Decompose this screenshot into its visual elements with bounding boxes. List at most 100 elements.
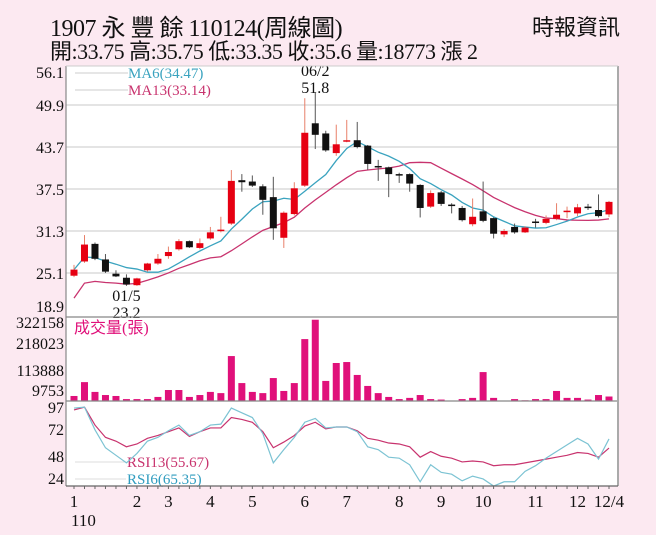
candle-up (563, 210, 571, 213)
candle-up (133, 278, 141, 286)
data-source: 時報資訊 (531, 15, 620, 40)
volume-bar (406, 397, 414, 401)
volume-bar (374, 393, 382, 401)
candle-down (490, 218, 498, 234)
volume-tick-label: 113888 (17, 363, 64, 380)
volume-bar (238, 383, 246, 401)
volume-bar (322, 380, 330, 401)
candle-up (164, 252, 172, 257)
low-date-label: 01/5 (112, 288, 140, 305)
candle-down (322, 133, 330, 151)
x-tick-label: 11 (527, 492, 543, 511)
volume-bar (353, 374, 361, 401)
price-tick-label: 31.3 (36, 224, 64, 241)
legend-rsi13: RSI13(55.67) (127, 455, 209, 471)
volume-bar (532, 399, 540, 401)
candle-up (605, 201, 613, 215)
candle-down (479, 211, 487, 221)
volume-bar (164, 390, 172, 401)
volume-bar (196, 395, 204, 401)
volume-bar (70, 395, 78, 401)
candle-up (469, 216, 477, 225)
volume-bar (175, 390, 183, 401)
volume-bar (280, 390, 288, 401)
volume-bar (584, 399, 592, 401)
candle-up (280, 212, 288, 238)
candle-down (259, 186, 267, 200)
volume-bar (605, 396, 613, 401)
candle-down (122, 277, 130, 285)
rsi-tick-label: 72 (48, 422, 64, 439)
x-tick-label: 8 (395, 492, 404, 511)
candle-down (584, 206, 592, 209)
candle-up (574, 207, 582, 214)
candle-down (185, 241, 193, 248)
price-tick-label: 56.1 (36, 65, 64, 82)
candle-down (112, 273, 120, 277)
candle-up (80, 244, 88, 262)
candle-down (437, 192, 445, 204)
candle-down (458, 207, 466, 221)
volume-bar (364, 385, 372, 401)
volume-bar (301, 339, 309, 401)
volume-bar (133, 399, 141, 401)
candle-up (154, 258, 162, 264)
x-tick-label: 12 (569, 492, 586, 511)
plot-background (66, 66, 618, 486)
volume-bar (143, 399, 151, 401)
price-tick-label: 25.1 (36, 266, 64, 283)
low-value-label: 23.2 (112, 305, 140, 322)
candle-down (311, 123, 319, 135)
rsi-tick-label: 24 (48, 471, 64, 488)
volume-bar (332, 362, 340, 401)
candle-up (227, 180, 235, 224)
candle-down (406, 174, 414, 184)
volume-bar (458, 399, 466, 401)
price-summary: 開:33.75 高:35.75 低:33.35 收:35.6 量:18773 漲… (50, 39, 478, 64)
legend-rsi6: RSI6(65.35) (127, 472, 202, 488)
volume-bar (112, 395, 120, 401)
legend-ma6: MA6(34.47) (128, 66, 203, 82)
candle-up (217, 229, 225, 232)
volume-bar (269, 378, 277, 401)
volume-bar (563, 397, 571, 401)
candle-down (416, 184, 424, 208)
volume-bar (227, 356, 235, 401)
price-tick-label: 49.9 (36, 98, 64, 115)
candle-down (238, 180, 246, 183)
volume-bar (122, 399, 130, 401)
candle-up (427, 193, 435, 207)
x-tick-label: 7 (342, 492, 351, 511)
x-tick-label: 3 (164, 492, 173, 511)
x-tick-label: 4 (206, 492, 215, 511)
volume-bar (248, 391, 256, 401)
candle-down (248, 181, 256, 186)
candle-up (301, 132, 309, 186)
candle-up (196, 243, 204, 248)
x-tick-label: 1 (70, 492, 79, 511)
volume-bar (479, 372, 487, 401)
volume-tick-label: 322158 (16, 315, 64, 332)
x-year-label: 110 (71, 511, 96, 530)
candle-down (532, 221, 540, 224)
ma6-line (73, 140, 610, 273)
volume-bar (185, 396, 193, 401)
candle-down (101, 259, 109, 272)
volume-bar (395, 399, 403, 401)
candle-down (448, 204, 456, 207)
high-value-label: 51.8 (301, 80, 329, 97)
candle-down (91, 243, 99, 259)
volume-bar (574, 397, 582, 401)
ma13-line (73, 161, 610, 299)
price-tick-label: 37.5 (36, 182, 64, 199)
volume-bar (217, 393, 225, 401)
volume-bar (511, 399, 519, 401)
volume-bar (259, 393, 267, 401)
x-tick-label: 10 (475, 492, 492, 511)
x-tick-label: 5 (248, 492, 257, 511)
candle-up (290, 188, 298, 215)
x-tick-label: 2 (133, 492, 142, 511)
volume-bar (542, 399, 550, 401)
volume-bar (427, 399, 435, 401)
